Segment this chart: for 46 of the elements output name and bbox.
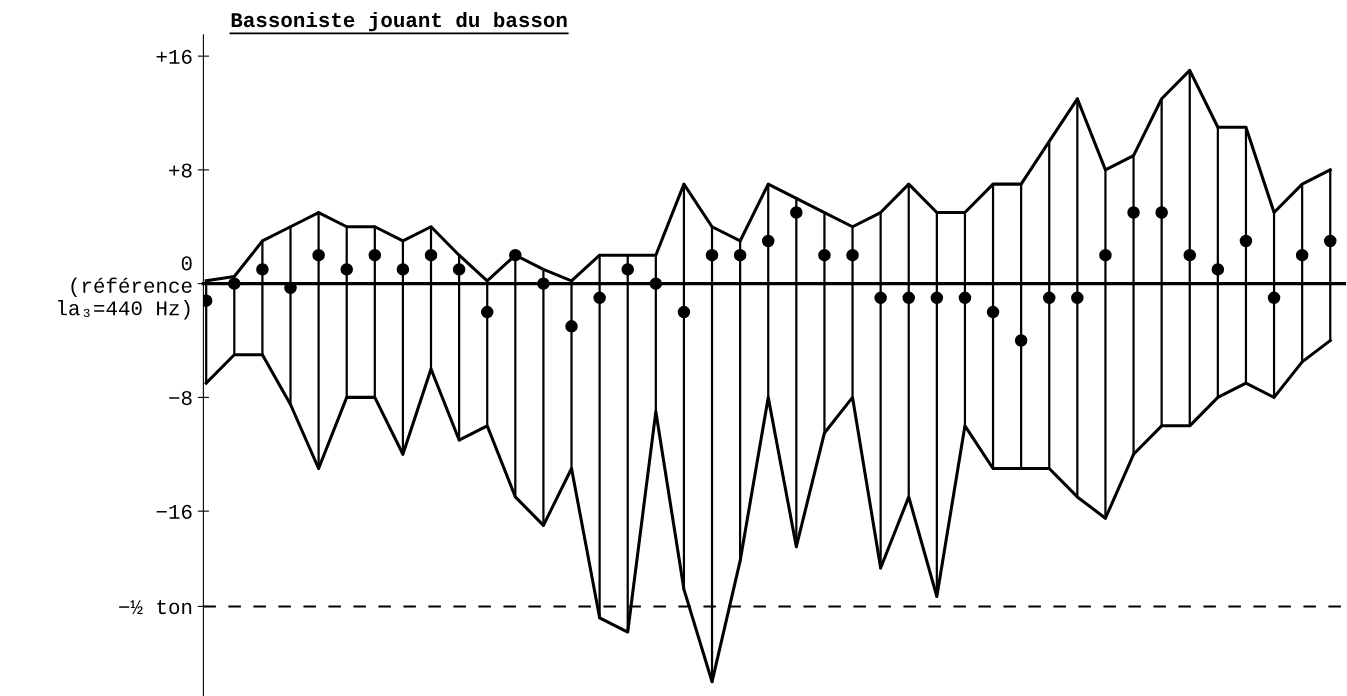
- point: [593, 291, 606, 305]
- point: [312, 248, 325, 262]
- point: [340, 263, 353, 276]
- point: [1071, 291, 1084, 305]
- point: [790, 206, 803, 219]
- point: [368, 248, 382, 262]
- point: [958, 291, 972, 305]
- point: [1183, 248, 1197, 262]
- point: [480, 305, 494, 319]
- point: [396, 263, 410, 276]
- point: [424, 248, 438, 262]
- point: [1211, 263, 1225, 276]
- point: [1324, 234, 1337, 248]
- point: [846, 248, 859, 262]
- point: [930, 291, 944, 305]
- point: [621, 263, 634, 276]
- y-tick-label: 0 (référence la₃=440 Hz): [58, 256, 192, 320]
- point: [256, 263, 269, 276]
- point: [986, 305, 1000, 319]
- point: [1239, 234, 1253, 248]
- point: [733, 248, 747, 262]
- point: [1155, 206, 1168, 219]
- point: [1042, 291, 1056, 305]
- point: [537, 277, 550, 290]
- point: [565, 320, 578, 333]
- point: [874, 291, 887, 305]
- point: [228, 277, 241, 290]
- y-tick-label: −16: [156, 504, 192, 519]
- y-tick-label: +16: [156, 49, 192, 64]
- point: [818, 248, 831, 262]
- point: [705, 248, 719, 262]
- point: [761, 234, 775, 248]
- point: [902, 291, 915, 305]
- y-tick-label: −8: [169, 391, 192, 406]
- point: [649, 277, 663, 290]
- y-tick-label: −½ ton: [119, 600, 192, 615]
- point: [509, 248, 522, 262]
- point: [1295, 248, 1309, 262]
- point: [1127, 206, 1140, 219]
- point: [1014, 334, 1028, 347]
- point: [1099, 248, 1112, 262]
- chart-title: Bassoniste jouant du basson: [231, 11, 567, 32]
- point: [452, 263, 466, 276]
- point: [677, 305, 691, 319]
- y-tick-label: +8: [169, 163, 192, 178]
- point: [1267, 291, 1281, 305]
